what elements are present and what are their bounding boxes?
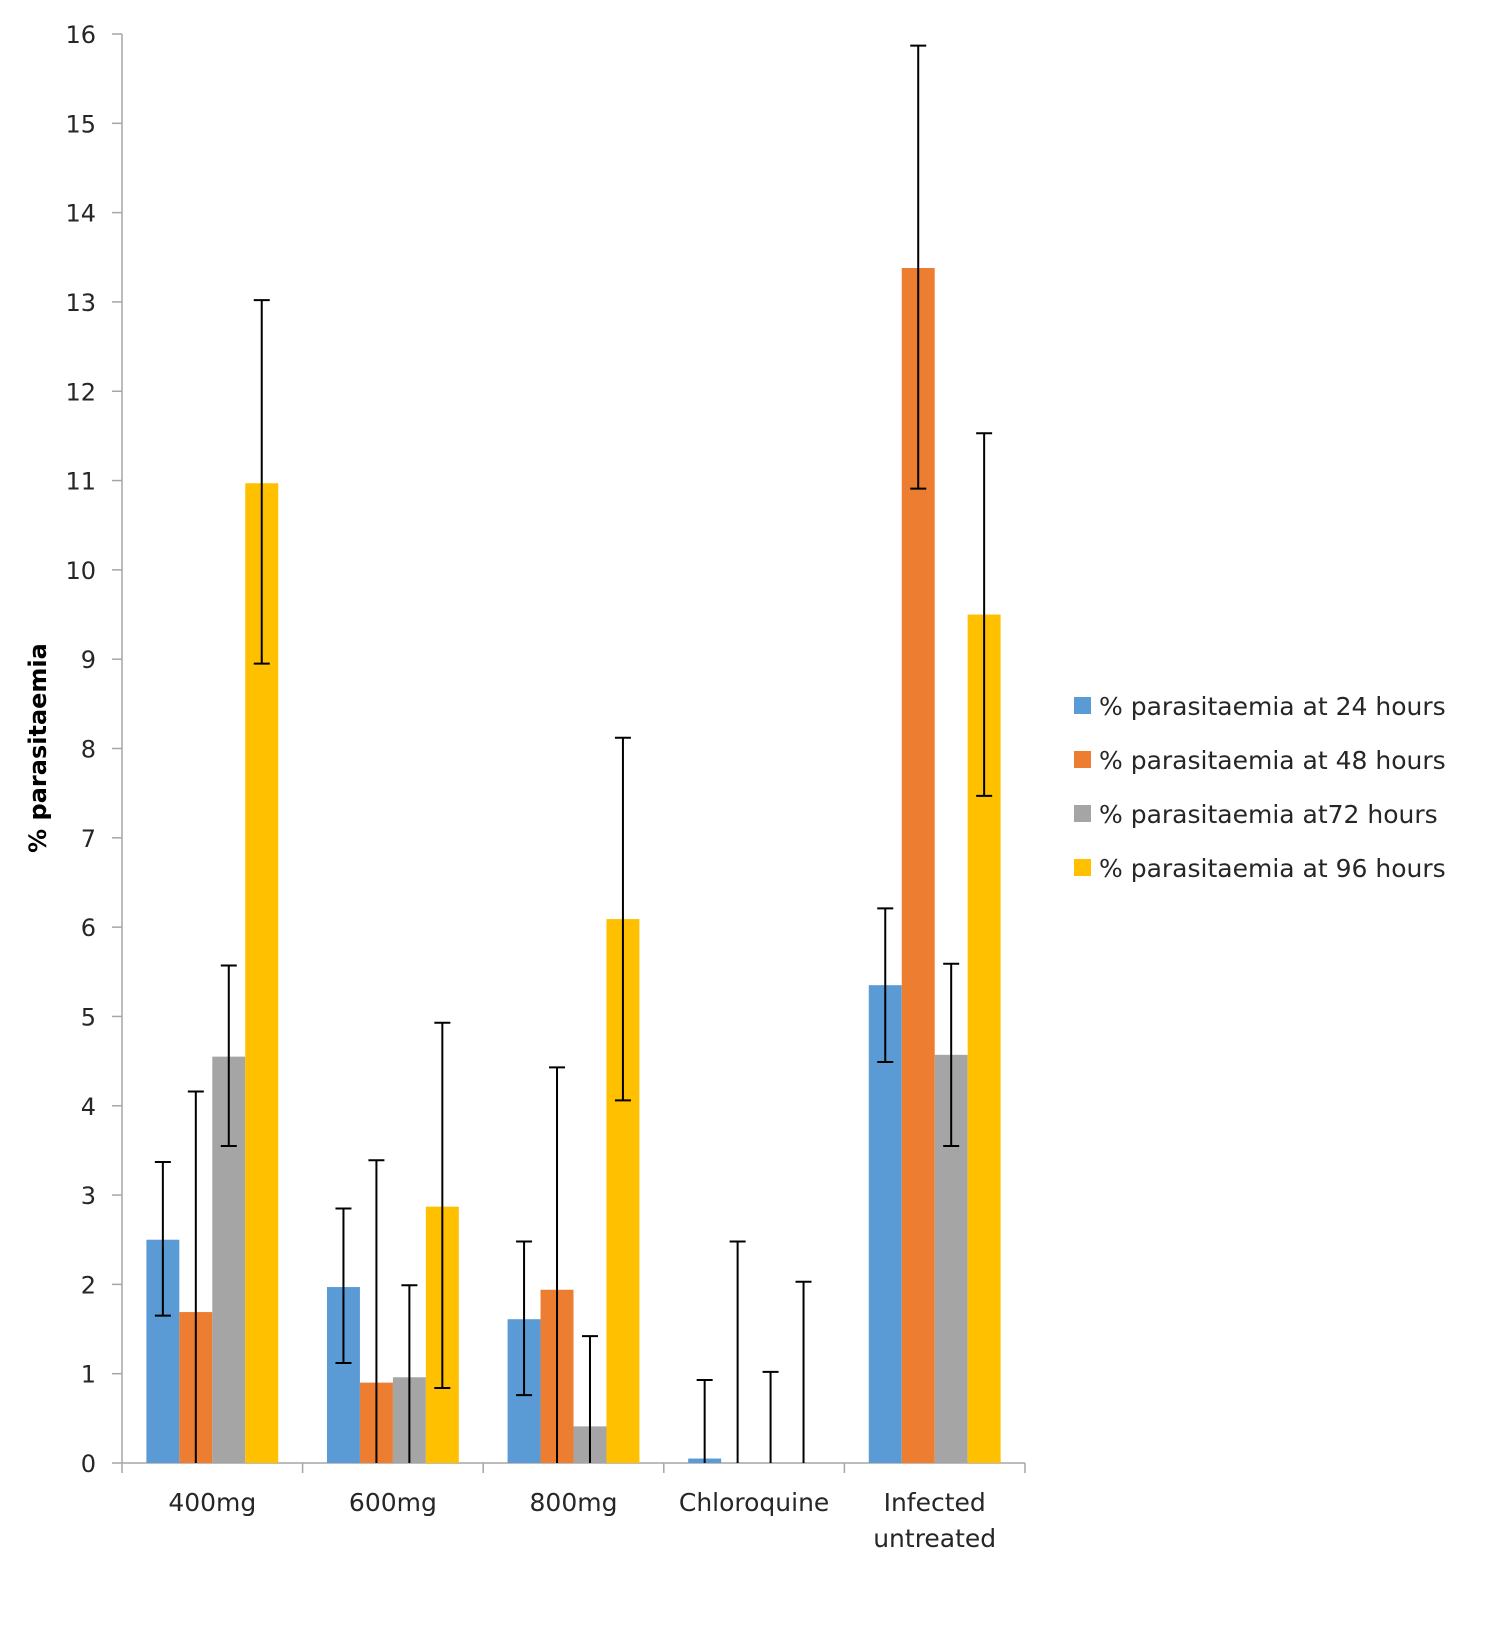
- bars: [146, 267, 1001, 1463]
- y-tick-label: 5: [81, 1003, 96, 1031]
- legend-label: % parasitaemia at72 hours: [1099, 800, 1438, 829]
- y-axis-label: % parasitaemia: [24, 643, 52, 853]
- legend: % parasitaemia at 24 hours % parasitaemia…: [1074, 692, 1446, 883]
- y-tick-label: 15: [65, 110, 96, 138]
- legend-swatch: [1074, 751, 1091, 768]
- error-bars: [154, 44, 993, 1463]
- category-label: Chloroquine: [679, 1488, 829, 1517]
- legend-swatch: [1074, 697, 1091, 714]
- y-tick-label: 2: [81, 1271, 96, 1299]
- y-tick-label: 14: [65, 200, 96, 228]
- y-tick-label: 3: [81, 1182, 96, 1210]
- x-axis: 400mg 600mg 800mg Chloroquine Infected untrea…: [121, 1462, 1026, 1553]
- y-tick-label: 7: [81, 825, 96, 853]
- y-tick-label: 1: [81, 1361, 96, 1389]
- category-label: 400mg: [168, 1488, 256, 1517]
- category-label: 600mg: [349, 1488, 437, 1517]
- y-tick-label: 10: [65, 557, 96, 585]
- y-tick-label: 0: [81, 1450, 96, 1478]
- category-label: 800mg: [530, 1488, 618, 1517]
- bar: [868, 985, 902, 1463]
- y-tick-label: 9: [81, 646, 96, 674]
- category-label: Infected untreated: [873, 1488, 996, 1553]
- legend-label: % parasitaemia at 96 hours: [1099, 854, 1446, 883]
- y-tick-label: 8: [81, 736, 96, 764]
- legend-swatch: [1074, 859, 1091, 876]
- y-tick-label: 6: [81, 914, 96, 942]
- y-tick-label: 11: [65, 468, 96, 496]
- legend-label: % parasitaemia at 48 hours: [1099, 746, 1446, 775]
- y-tick-label: 13: [65, 289, 96, 317]
- y-tick-label: 16: [65, 21, 96, 49]
- y-tick-label: 12: [65, 378, 96, 406]
- y-tick-label: 4: [81, 1093, 96, 1121]
- legend-label: % parasitaemia at 24 hours: [1099, 692, 1446, 721]
- legend-swatch: [1074, 805, 1091, 822]
